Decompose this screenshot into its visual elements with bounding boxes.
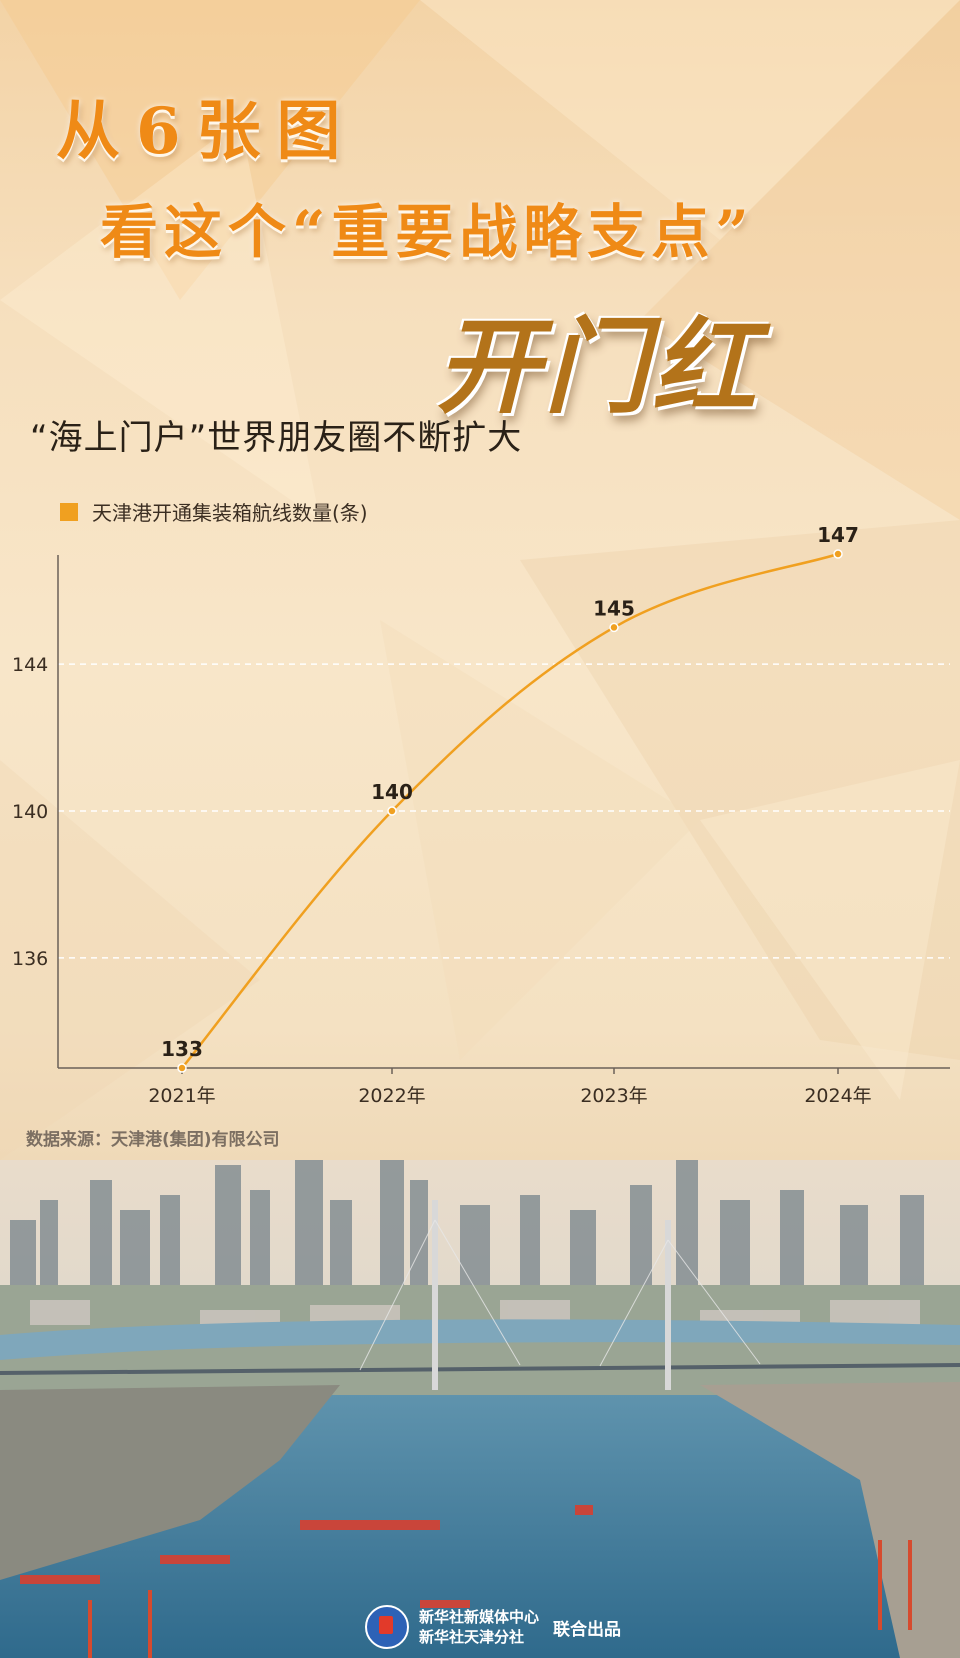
legend: 天津港开通集装箱航线数量(条)	[60, 497, 368, 526]
data-label: 140	[371, 780, 413, 804]
data-label: 147	[817, 523, 859, 547]
xinhua-logo-icon	[365, 1605, 409, 1649]
joint-production: 联合出品	[553, 1619, 622, 1640]
y-tick-label: 136	[12, 948, 48, 970]
x-tick-label: 2024年	[804, 1085, 871, 1107]
background-facets	[0, 0, 960, 1160]
x-tick-label: 2021年	[148, 1085, 215, 1107]
data-label: 133	[161, 1037, 203, 1061]
legend-label: 天津港开通集装箱航线数量(条)	[92, 501, 368, 525]
x-tick-label: 2022年	[358, 1085, 425, 1107]
chart-title: “海上门户”世界朋友圈不断扩大	[30, 418, 523, 458]
headline-line-1: 从6张图	[56, 94, 357, 169]
x-tick-label: 2023年	[580, 1085, 647, 1107]
publisher-1: 新华社新媒体中心	[419, 1608, 540, 1626]
y-tick-label: 140	[12, 801, 48, 823]
headline-line-2: 看这个“重要战略支点”	[100, 198, 755, 266]
line-chart: 136 140 144 2021年 2022年 2023年 2024年 133 140 145…	[12, 523, 950, 1107]
headline-line-3: 开门红	[436, 306, 761, 428]
publisher-2: 新华社天津分社	[419, 1628, 525, 1646]
data-point	[177, 1063, 187, 1073]
data-source: 数据来源：天津港(集团)有限公司	[26, 1130, 280, 1150]
y-tick-label: 144	[12, 654, 48, 676]
credits: 新华社新媒体中心 新华社天津分社 联合出品	[365, 1605, 621, 1649]
data-point	[387, 806, 397, 816]
series-line	[181, 552, 839, 1069]
legend-swatch	[60, 502, 78, 521]
data-point	[609, 622, 619, 633]
data-label: 145	[593, 596, 635, 620]
publishers: 新华社新媒体中心 新华社天津分社	[419, 1607, 539, 1647]
port-city-photo	[0, 1160, 960, 1658]
data-point	[833, 549, 843, 559]
